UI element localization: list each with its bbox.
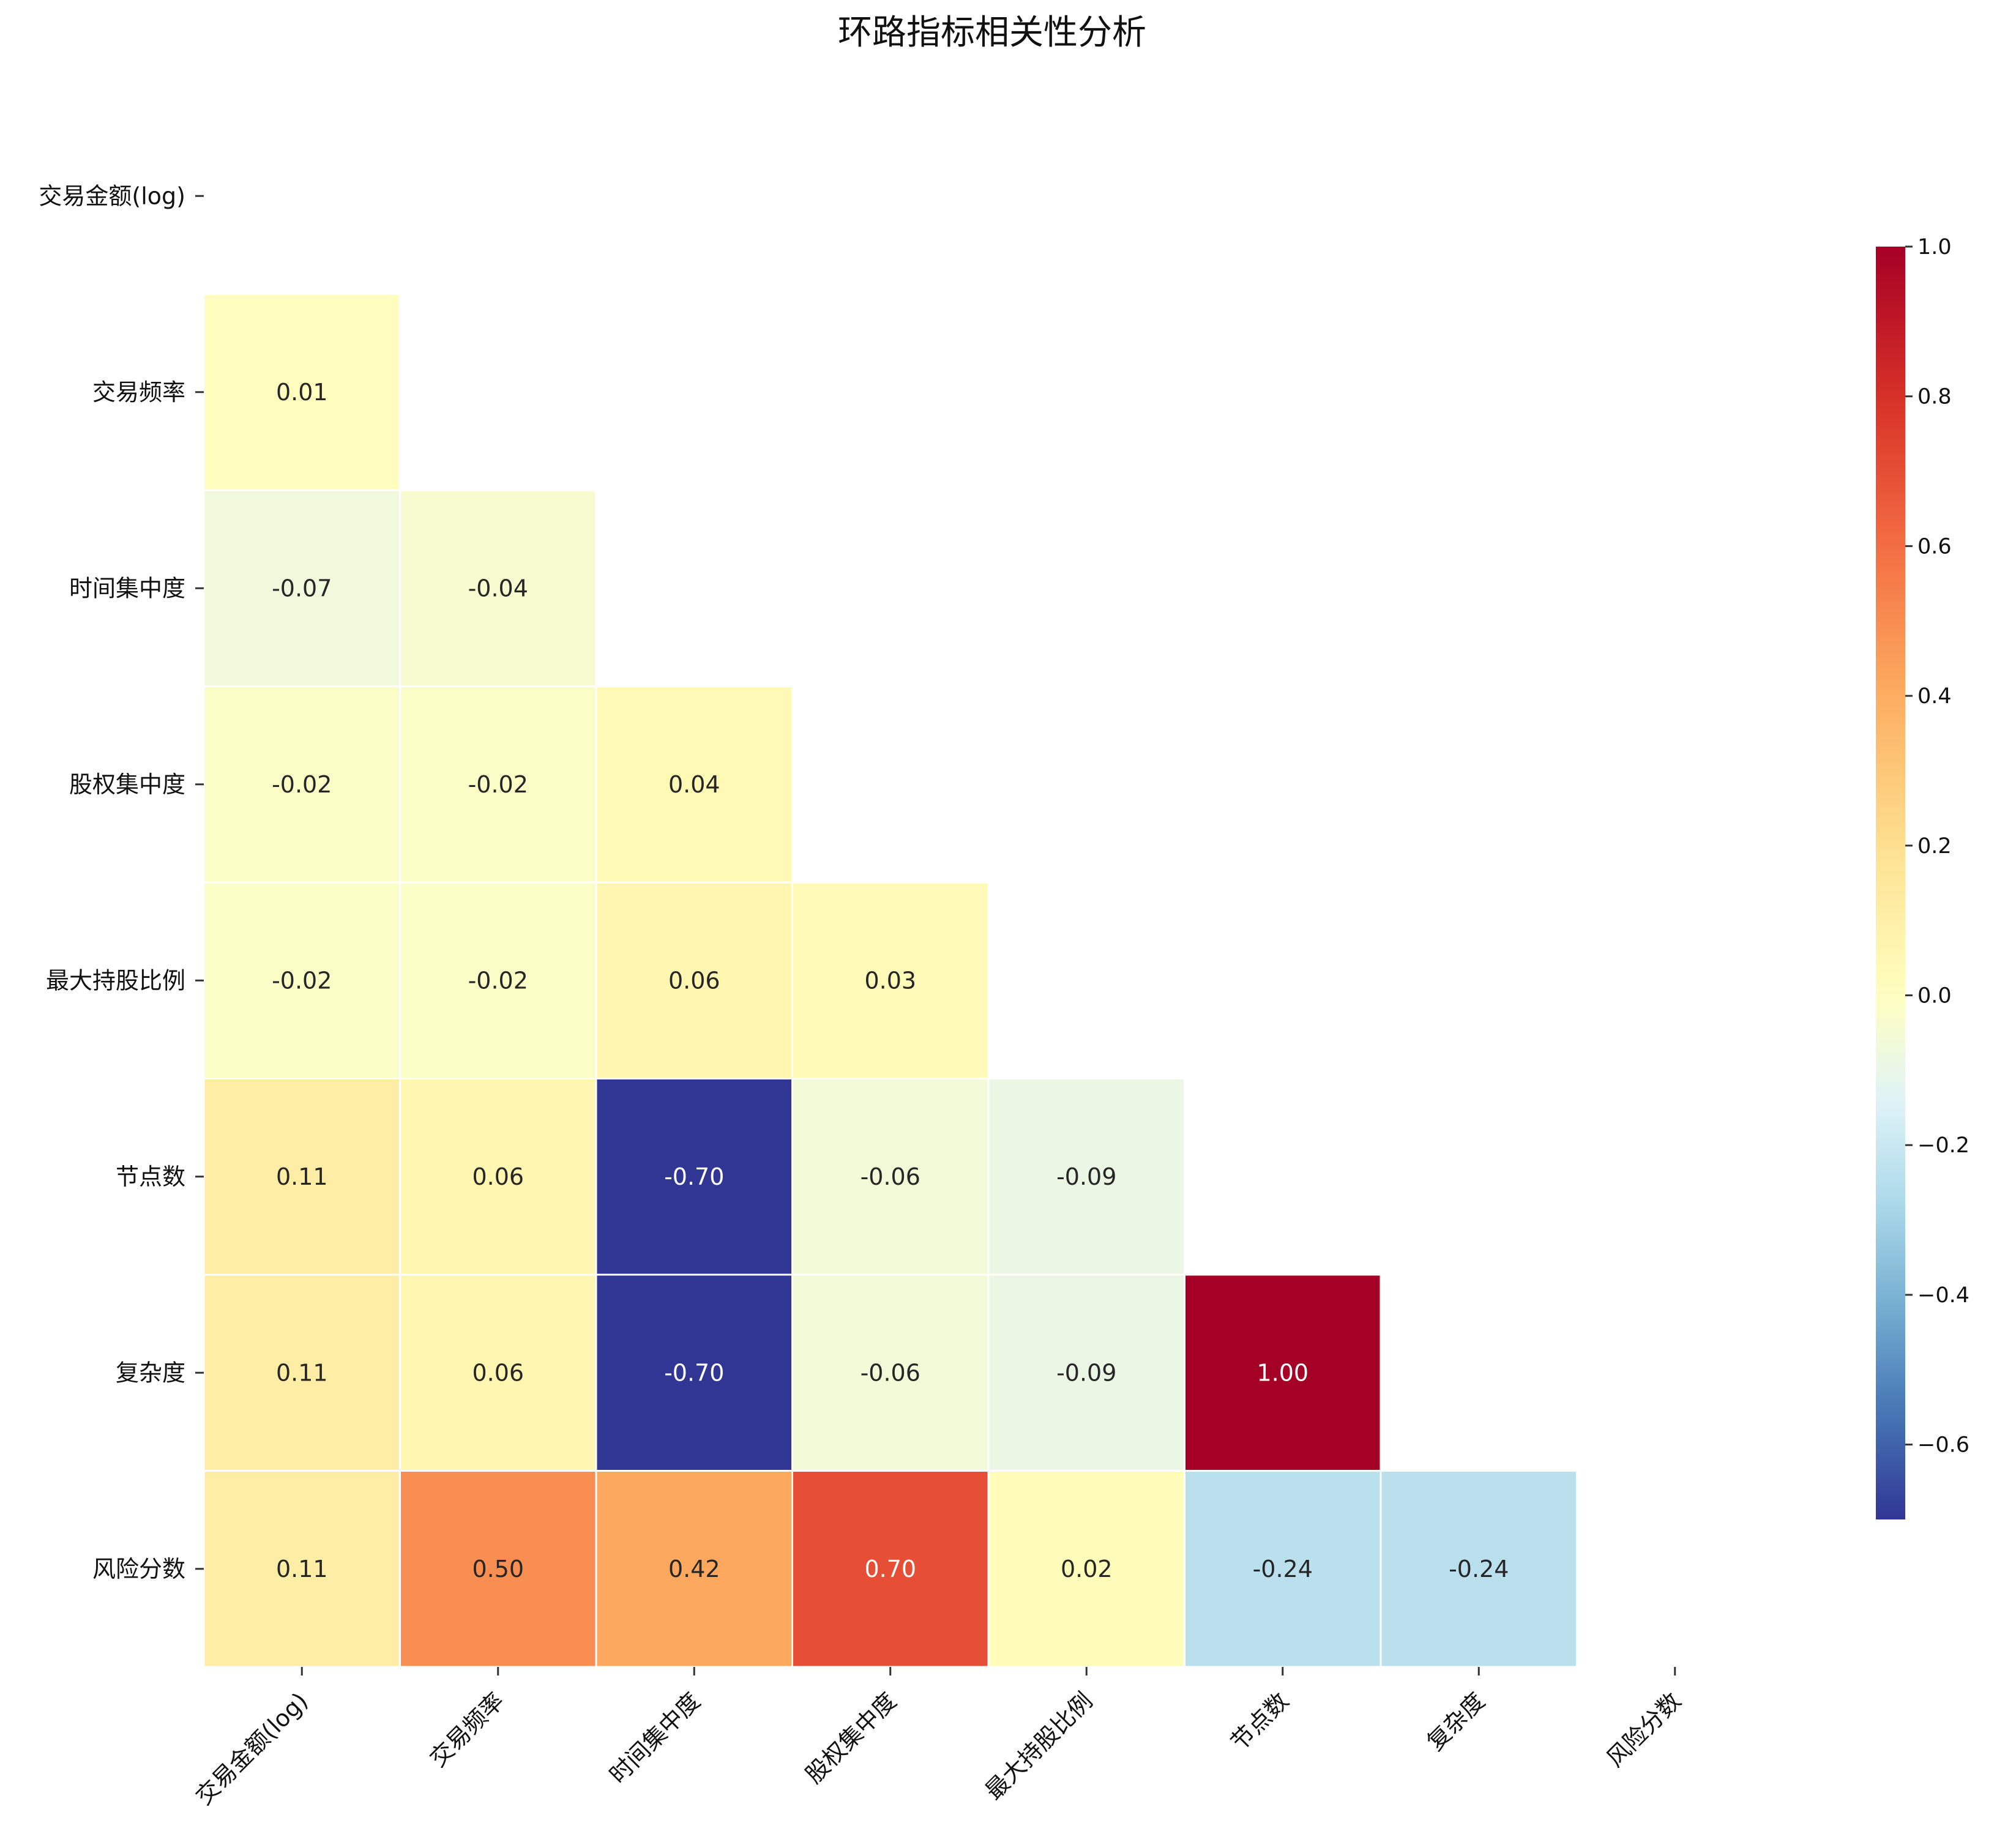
- colorbar-tick-label: −0.6: [1917, 1433, 1969, 1458]
- x-axis-labels: 交易金额(log) 交易频率 时间集中度 股权集中度 最大持股比例 节点数 复杂度 风险分数: [190, 1667, 1686, 1810]
- cell-value-label: -0.02: [468, 967, 528, 994]
- heatmap-cell: [595, 685, 793, 884]
- heatmap-cell: [203, 293, 401, 491]
- heatmap-cell: [399, 1470, 597, 1668]
- cell-value-label: 0.03: [864, 967, 916, 994]
- cell-value-label: -0.70: [664, 1163, 724, 1190]
- cell-value-label: 0.11: [276, 1556, 328, 1582]
- cell-value-label: -0.02: [272, 771, 332, 798]
- cell-value-label: -0.06: [861, 1359, 920, 1386]
- heatmap-cell: [595, 1078, 793, 1276]
- colorbar-tick-label: 0.8: [1917, 385, 1952, 409]
- x-tick-label: 交易频率: [425, 1687, 510, 1772]
- heatmap-cell: [1184, 1470, 1382, 1668]
- y-tick-label: 交易频率: [92, 379, 185, 406]
- cell-value-label: -0.24: [1253, 1556, 1313, 1582]
- heatmap-cell: [399, 489, 597, 687]
- cell-value-label: 0.42: [668, 1556, 720, 1582]
- cell-value-label: -0.02: [272, 967, 332, 994]
- heatmap-cells: 0.01 -0.07 -0.04 -0.02 -0.02 0.04 -0.02 -0.02 0.…: [203, 293, 1578, 1668]
- y-tick-label: 风险分数: [92, 1556, 185, 1582]
- colorbar-tick-label: 1.0: [1917, 235, 1952, 259]
- y-tick-label: 复杂度: [116, 1359, 185, 1386]
- x-tick-label: 股权集中度: [801, 1687, 902, 1788]
- cell-value-label: 0.01: [276, 379, 328, 406]
- cell-value-label: 1.00: [1256, 1359, 1309, 1386]
- heatmap-cell: [595, 1273, 793, 1472]
- cell-value-label: -0.07: [272, 575, 332, 602]
- heatmap-cell: [791, 881, 990, 1079]
- colorbar: 1.0 0.8 0.6 0.4 0.2 0.0 −0.2 −0.4 −0.6: [1876, 235, 1969, 1519]
- colorbar-tick-label: −0.4: [1917, 1283, 1969, 1308]
- cell-value-label: 0.04: [668, 771, 720, 798]
- cell-value-label: 0.11: [276, 1359, 328, 1386]
- cell-value-label: -0.02: [468, 771, 528, 798]
- heatmap-cell: [791, 1078, 990, 1276]
- colorbar-tick-label: 0.4: [1917, 684, 1952, 709]
- heatmap-cell: [203, 685, 401, 884]
- cell-value-label: 0.06: [472, 1163, 524, 1190]
- x-tick-label: 节点数: [1225, 1687, 1294, 1756]
- colorbar-tick-label: 0.0: [1917, 984, 1952, 1008]
- colorbar-gradient: [1876, 247, 1905, 1519]
- heatmap-cell: [1379, 1470, 1578, 1668]
- heatmap-cell: [987, 1273, 1185, 1472]
- colorbar-tick-label: 0.6: [1917, 534, 1952, 559]
- y-tick-label: 节点数: [116, 1163, 185, 1190]
- colorbar-tick-label: −0.2: [1917, 1133, 1969, 1158]
- cell-value-label: -0.09: [1056, 1163, 1116, 1190]
- cell-value-label: -0.04: [468, 575, 528, 602]
- cell-value-label: -0.06: [861, 1163, 920, 1190]
- cell-value-label: 0.70: [864, 1556, 916, 1582]
- heatmap-cell: [987, 1078, 1185, 1276]
- heatmap-cell: [791, 1273, 990, 1472]
- y-tick-label: 时间集中度: [69, 575, 185, 602]
- heatmap-cell: [399, 881, 597, 1079]
- cell-value-label: 0.06: [668, 967, 720, 994]
- cell-value-label: -0.70: [664, 1359, 724, 1386]
- heatmap-cell: [203, 1470, 401, 1668]
- heatmap-cell: [399, 1273, 597, 1472]
- cell-value-label: -0.24: [1449, 1556, 1509, 1582]
- heatmap-cell: [399, 1078, 597, 1276]
- cell-value-label: 0.02: [1061, 1556, 1113, 1582]
- cell-value-label: 0.11: [276, 1163, 328, 1190]
- cell-value-label: 0.06: [472, 1359, 524, 1386]
- x-tick-label: 复杂度: [1422, 1687, 1490, 1756]
- x-tick-label: 交易金额(log): [190, 1687, 313, 1810]
- y-tick-label: 交易金额(log): [39, 182, 185, 209]
- y-tick-label: 最大持股比例: [46, 967, 185, 994]
- cell-value-label: 0.50: [472, 1556, 524, 1582]
- x-tick-label: 时间集中度: [604, 1687, 705, 1788]
- heatmap-cell: [791, 1470, 990, 1668]
- heatmap-cell: [1184, 1273, 1382, 1472]
- x-tick-label: 最大持股比例: [980, 1687, 1097, 1805]
- chart-title: 环路指标相关性分析: [838, 13, 1146, 53]
- colorbar-tick-label: 0.2: [1917, 834, 1952, 859]
- cell-value-label: -0.09: [1056, 1359, 1116, 1386]
- x-tick-label: 风险分数: [1602, 1687, 1687, 1772]
- y-tick-label: 股权集中度: [69, 771, 185, 798]
- heatmap-cell: [203, 489, 401, 687]
- heatmap-cell: [399, 685, 597, 884]
